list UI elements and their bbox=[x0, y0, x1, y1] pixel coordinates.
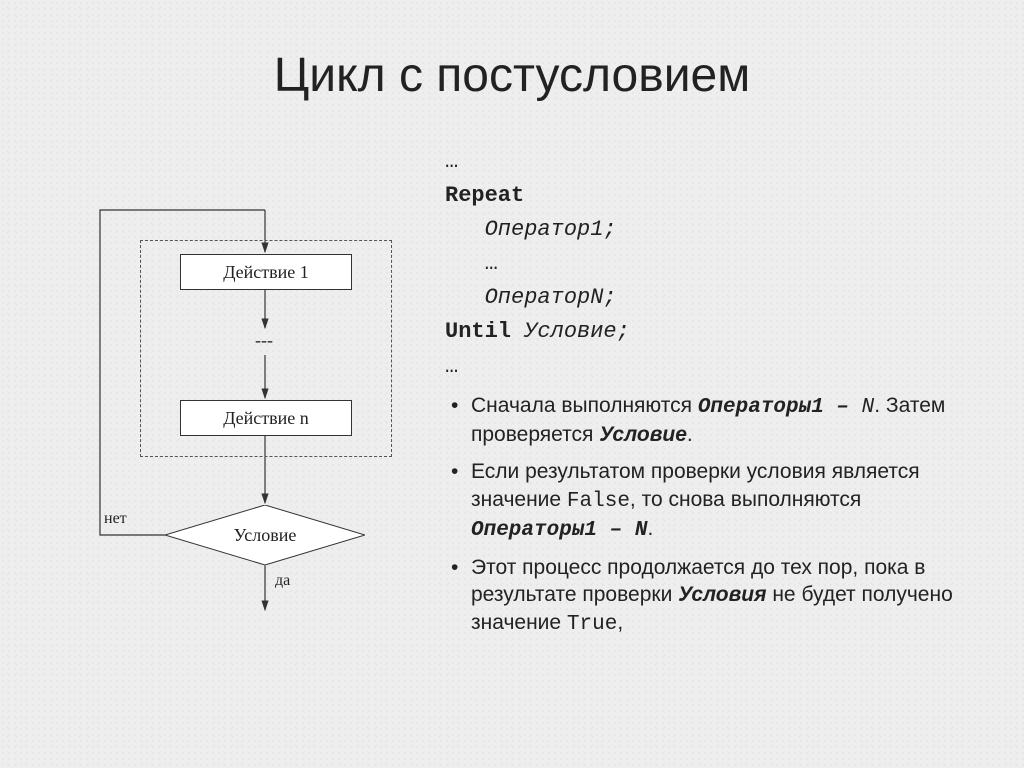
code-repeat: Repeat bbox=[445, 183, 524, 208]
b1-p1: Сначала выполняются bbox=[471, 394, 698, 417]
bullet-list: Сначала выполняются Операторы1 – N. Зате… bbox=[445, 392, 985, 638]
bullet-3: Этот процесс продолжается до тех пор, по… bbox=[445, 554, 985, 638]
code-op1-suffix: 1; bbox=[590, 217, 616, 242]
code-opn-prefix: Оператор bbox=[485, 285, 591, 310]
no-label: нет bbox=[104, 510, 127, 528]
condition-diamond: Условие bbox=[165, 505, 365, 565]
code-block: … Repeat Оператор1; … ОператорN; Until У… bbox=[445, 145, 985, 384]
action-1-box: Действие 1 bbox=[180, 254, 352, 290]
code-ellipsis-1: … bbox=[445, 149, 458, 174]
bullet-1: Сначала выполняются Операторы1 – N. Зате… bbox=[445, 392, 985, 449]
b2-p3: . bbox=[647, 517, 653, 540]
code-until: Until bbox=[445, 319, 511, 344]
bullet-2: Если результатом проверки условия являет… bbox=[445, 458, 985, 544]
b2-false: False bbox=[567, 490, 630, 513]
b3-p3: , bbox=[617, 611, 623, 634]
b2-ops: Операторы1 – N bbox=[471, 519, 647, 542]
code-opn-suffix: N; bbox=[590, 285, 616, 310]
right-column: … Repeat Оператор1; … ОператорN; Until У… bbox=[445, 145, 985, 648]
code-cond: Условие; bbox=[524, 319, 630, 344]
b1-n: N bbox=[862, 396, 875, 419]
b1-ops: Операторы1 – bbox=[698, 396, 862, 419]
code-ellipsis-2: … bbox=[485, 251, 498, 276]
code-op1-prefix: Оператор bbox=[485, 217, 591, 242]
b2-p2: , то снова выполняются bbox=[630, 488, 861, 511]
b3-cond: Условия bbox=[678, 583, 766, 606]
yes-label: да bbox=[275, 572, 290, 590]
page-title: Цикл с постусловием bbox=[0, 48, 1024, 103]
action-n-box: Действие n bbox=[180, 400, 352, 436]
flowchart: Действие 1 --- Действие n Условие нет да bbox=[60, 180, 420, 660]
code-ellipsis-3: … bbox=[445, 354, 458, 379]
b1-p3: . bbox=[687, 423, 693, 446]
action-ellipsis: --- bbox=[255, 330, 273, 351]
b1-cond: Условие bbox=[599, 423, 687, 446]
b3-true: True bbox=[567, 613, 617, 636]
condition-label: Условие bbox=[165, 505, 365, 565]
